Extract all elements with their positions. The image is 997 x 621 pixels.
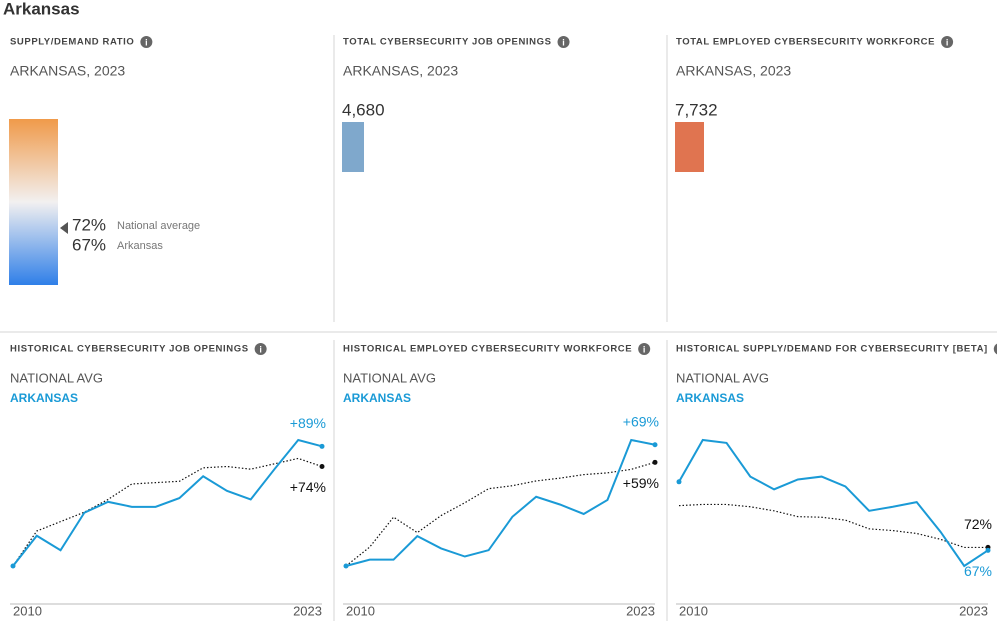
end-label: +59%	[623, 475, 659, 491]
end-point	[343, 563, 349, 569]
page-title: Arkansas	[3, 0, 80, 18]
series-line	[678, 438, 989, 568]
end-label: +69%	[623, 413, 659, 429]
info-icon-glyph: i	[145, 37, 148, 47]
ratio-value: 72%	[72, 215, 106, 234]
info-icon-glyph: i	[643, 344, 646, 354]
panel-subtitle: ARKANSAS, 2023	[343, 63, 458, 79]
x-tick-label: 2023	[626, 603, 655, 618]
panel-subtitle: ARKANSAS, 2023	[676, 63, 791, 79]
series-line	[12, 438, 323, 567]
ratio-name: National average	[117, 220, 200, 232]
info-icon-glyph: i	[946, 37, 949, 47]
end-label: +89%	[290, 415, 326, 431]
legend-entry: ARKANSAS	[343, 391, 411, 405]
x-tick-label: 2010	[346, 603, 375, 618]
series-line	[345, 461, 656, 567]
x-tick-label: 2023	[959, 603, 988, 618]
total-value: 7,732	[675, 100, 718, 119]
panel-title: HISTORICAL CYBERSECURITY JOB OPENINGS	[10, 344, 249, 355]
ratio-scale	[9, 119, 58, 285]
x-tick-label: 2023	[293, 603, 322, 618]
info-icon[interactable]	[254, 343, 267, 355]
total-bar	[675, 122, 704, 172]
panel-subtitle: ARKANSAS, 2023	[10, 63, 125, 79]
legend-entry: NATIONAL AVG	[10, 370, 103, 385]
series-line	[678, 503, 988, 549]
info-icon[interactable]	[557, 36, 570, 48]
end-point	[10, 563, 16, 569]
legend-entry: NATIONAL AVG	[676, 370, 769, 385]
end-point	[985, 547, 991, 553]
legend-entry: NATIONAL AVG	[343, 370, 436, 385]
end-point	[319, 443, 325, 449]
panel-title: HISTORICAL EMPLOYED CYBERSECURITY WORKFO…	[343, 344, 632, 355]
info-icon[interactable]	[140, 36, 153, 48]
info-icon-glyph: i	[562, 37, 565, 47]
end-point	[319, 463, 325, 469]
x-tick-label: 2010	[679, 603, 708, 618]
info-icon[interactable]	[638, 343, 651, 355]
end-point	[676, 479, 682, 485]
legend-entry: ARKANSAS	[676, 391, 744, 405]
end-label: 72%	[964, 516, 992, 532]
panel-title: TOTAL EMPLOYED CYBERSECURITY WORKFORCE	[676, 37, 935, 48]
panel-title: SUPPLY/DEMAND RATIO	[10, 37, 134, 48]
total-value: 4,680	[342, 100, 385, 119]
ratio-marker	[60, 222, 68, 234]
info-icon-glyph: i	[259, 344, 262, 354]
x-tick-label: 2010	[13, 603, 42, 618]
total-bar	[342, 122, 364, 172]
ratio-name: Arkansas	[117, 240, 163, 252]
info-icon[interactable]	[993, 343, 997, 355]
legend-entry: ARKANSAS	[10, 391, 78, 405]
end-label: +74%	[290, 479, 326, 495]
series-line	[345, 438, 656, 567]
end-point	[652, 459, 658, 465]
end-point	[652, 442, 658, 448]
panel-title: TOTAL CYBERSECURITY JOB OPENINGS	[343, 37, 552, 48]
panel-title: HISTORICAL SUPPLY/DEMAND FOR CYBERSECURI…	[676, 344, 988, 355]
info-icon[interactable]	[941, 36, 954, 48]
ratio-value: 67%	[72, 235, 106, 254]
series-line	[12, 457, 323, 567]
end-label: 67%	[964, 563, 992, 579]
